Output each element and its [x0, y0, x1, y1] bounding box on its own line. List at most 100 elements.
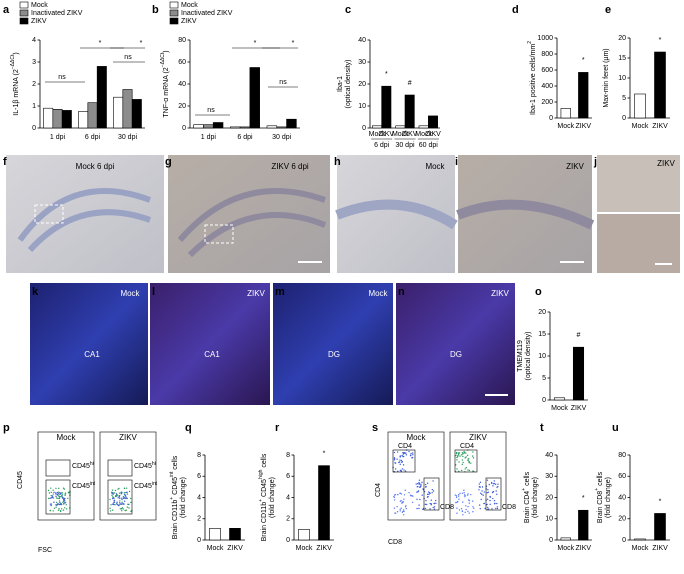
- y-tick-label: 0: [622, 115, 626, 122]
- flow-event: [62, 487, 65, 489]
- flow-event: [412, 495, 414, 497]
- y-tick-label: 40: [618, 494, 626, 501]
- flow-event: [403, 514, 405, 516]
- flow-event: [463, 451, 466, 454]
- flow-event: [435, 502, 437, 505]
- x-tick-label: 30 dpi: [118, 134, 138, 141]
- x-tick-label: ZIKV: [652, 123, 668, 130]
- bar: [404, 94, 415, 129]
- flow-event: [425, 503, 428, 506]
- gate: [392, 449, 416, 473]
- x-tick-label: 1 dpi: [201, 134, 217, 141]
- flow-event: [468, 500, 471, 502]
- y-tick-label: 15: [538, 331, 546, 338]
- flow-event: [460, 469, 463, 472]
- bar: [52, 109, 63, 129]
- flow-event: [119, 500, 121, 502]
- bar: [131, 99, 142, 129]
- flow-event: [112, 493, 114, 495]
- y-tick-label: 5: [622, 95, 626, 102]
- flow-event: [484, 507, 486, 510]
- x-tick-label: 6 dpi: [374, 142, 390, 149]
- x-tick-label: ZIKV: [652, 545, 668, 552]
- flow-event: [64, 502, 67, 504]
- flow-event: [455, 496, 458, 499]
- flow-event: [121, 497, 123, 499]
- gate: [107, 459, 133, 477]
- flow-event: [491, 508, 493, 510]
- flow-event: [109, 498, 111, 501]
- bar: [560, 108, 571, 119]
- y-tick-label: 0: [622, 537, 626, 544]
- flow-event: [53, 501, 55, 503]
- y-tick-label: 0: [286, 537, 290, 544]
- micrograph: [273, 283, 393, 405]
- flow-event: [461, 459, 464, 461]
- flow-event: [50, 487, 52, 489]
- flow-event: [400, 459, 403, 462]
- bar: [318, 465, 330, 541]
- flow-event: [472, 451, 474, 453]
- flow-event: [50, 494, 52, 497]
- flow-event: [467, 510, 469, 513]
- gate-label-part: int: [90, 481, 96, 487]
- image-label: ZIKV 6 dpi: [271, 162, 309, 171]
- flow-event: [468, 502, 470, 504]
- flow-event: [127, 503, 129, 506]
- flow-event: [55, 492, 57, 494]
- flow-event: [118, 487, 120, 490]
- flow-event: [50, 491, 52, 494]
- annotation: *: [254, 40, 257, 47]
- flow-event: [455, 501, 457, 504]
- y-tick-label: 40: [545, 452, 553, 459]
- flow-event: [113, 501, 116, 504]
- y-tick-label: 30: [358, 59, 366, 66]
- flow-event: [433, 508, 436, 510]
- flow-event: [122, 495, 125, 498]
- flow-event: [394, 462, 396, 464]
- flow-event: [465, 466, 468, 469]
- flow-event: [457, 455, 459, 457]
- flow-event: [114, 495, 117, 498]
- flow-event: [482, 494, 484, 496]
- gate-label-part: CD45: [134, 483, 152, 490]
- flow-event: [119, 508, 122, 510]
- panel-letter: r: [275, 422, 280, 434]
- flow-event: [52, 510, 54, 512]
- flow-event: [130, 510, 132, 513]
- bar: [372, 125, 382, 129]
- flow-event: [48, 492, 51, 494]
- bar: [418, 125, 429, 129]
- y-tick-label: 1000: [537, 35, 553, 42]
- flow-event: [467, 459, 469, 462]
- legend-swatch: [19, 17, 29, 25]
- flow-event: [410, 495, 412, 497]
- y-tick-label: 600: [541, 67, 553, 74]
- flow-event: [398, 461, 400, 464]
- x-tick-label: Mock: [632, 545, 649, 552]
- y-axis-label-part: Brain CD11b: [172, 500, 179, 540]
- bar: [286, 118, 297, 129]
- flow-event: [472, 455, 474, 457]
- flow-event: [408, 450, 410, 453]
- flow-event: [435, 499, 437, 502]
- y-axis-label-part: −ΔΔCt: [160, 52, 166, 67]
- annotation: *: [582, 57, 585, 64]
- flow-event: [401, 454, 403, 457]
- region-label: CA1: [84, 350, 100, 359]
- y-axis-label-part: cells: [597, 471, 604, 487]
- flow-event: [456, 456, 458, 459]
- flow-event: [50, 504, 52, 507]
- flow-event: [123, 493, 126, 496]
- gate-label: CD4: [460, 443, 474, 450]
- flow-event: [465, 452, 467, 454]
- flow-event: [401, 460, 404, 463]
- flow-event: [472, 511, 474, 513]
- tissue-band: [17, 188, 152, 253]
- flow-event: [402, 510, 404, 513]
- flow-event: [496, 506, 499, 508]
- y-axis-label: (fold change): [605, 477, 612, 518]
- bar: [43, 107, 54, 129]
- flow-event: [456, 512, 458, 514]
- flow-event: [396, 451, 399, 453]
